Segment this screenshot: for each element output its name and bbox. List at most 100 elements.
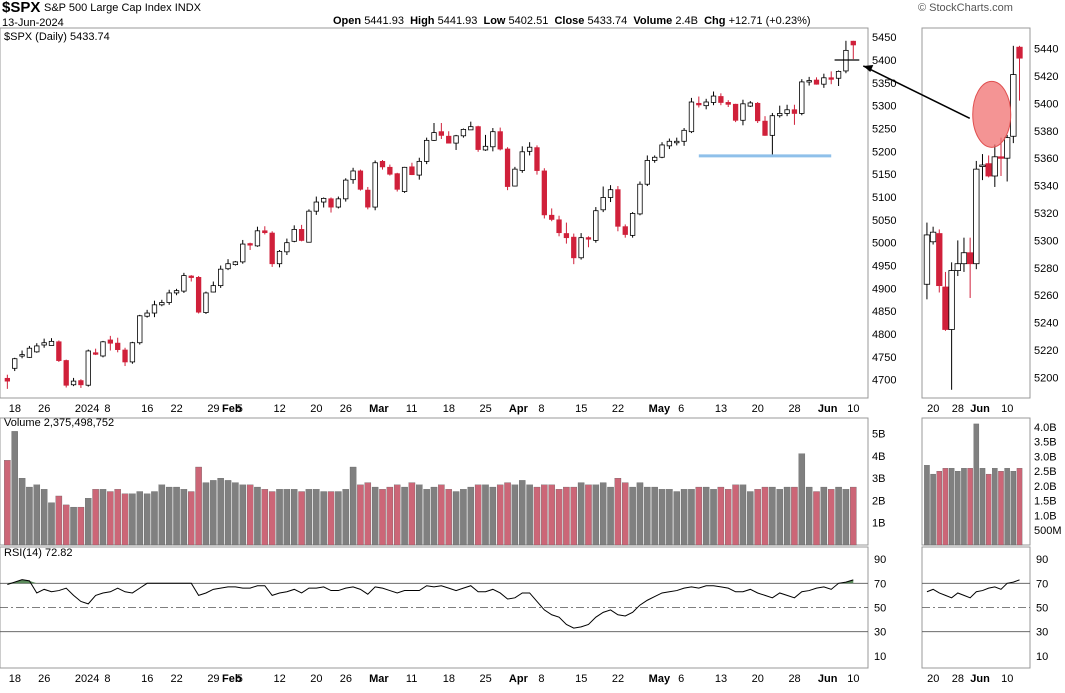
volume-bar <box>548 484 555 546</box>
price-candle-body <box>144 312 150 317</box>
zoom-price-tick-label: 5220 <box>1034 345 1058 357</box>
price-candle-body <box>276 250 283 265</box>
price-x-tick-label: 16 <box>141 403 153 415</box>
price-candle-body <box>254 230 261 247</box>
rsi-x-tick-label: 18 <box>443 673 455 685</box>
price-candle-body <box>637 183 643 215</box>
volume-bar <box>416 484 423 546</box>
price-candle-body <box>556 219 562 234</box>
price-candle-body <box>784 109 790 114</box>
volume-bar <box>747 491 754 546</box>
price-candle-body <box>26 347 33 358</box>
symbol: $SPX <box>2 0 41 16</box>
price-candle-body <box>173 290 180 294</box>
price-candle-body <box>225 263 231 270</box>
price-candle-body <box>357 170 364 190</box>
zoom-price-tick-label: 5420 <box>1034 71 1058 83</box>
zoom-volume-tick-label: 1.0B <box>1034 510 1057 522</box>
price-x-tick-label: 8 <box>104 403 110 415</box>
price-x-tick-label: Apr <box>509 403 529 415</box>
volume-bar <box>254 486 261 546</box>
price-candle-body <box>56 341 62 361</box>
price-candle-body <box>659 144 665 158</box>
zoom-volume-bar <box>936 471 943 546</box>
price-x-tick-label: 5 <box>237 403 243 415</box>
high-value: 5441.93 <box>437 15 478 27</box>
volume-bar <box>393 484 401 546</box>
volume-bar <box>526 484 533 546</box>
zoom-candle-body <box>997 156 1005 159</box>
volume-bar <box>349 466 357 546</box>
panel-frame-0 <box>0 27 869 399</box>
volume-bar <box>276 489 283 546</box>
price-candle-body <box>563 233 570 239</box>
zoom-volume-bar <box>1016 468 1023 546</box>
price-candle-body <box>107 339 113 344</box>
zoom-candle-body <box>942 286 949 330</box>
rsi-x-tick-label: 6 <box>678 673 684 685</box>
volume-bar <box>408 482 416 546</box>
price-candle-body <box>549 214 555 220</box>
price-x-tick-label: 13 <box>715 403 727 415</box>
price-candle-body <box>423 139 430 162</box>
price-candle-body <box>526 146 533 152</box>
volume-bar <box>827 489 835 546</box>
price-x-tick-label: 12 <box>274 403 286 415</box>
volume-bar <box>555 489 563 546</box>
zoom-candle-body <box>973 168 980 265</box>
zoom-volume-bar <box>985 473 992 546</box>
zoom-x-tick-label: 20 <box>927 403 939 415</box>
volume-label: Volume <box>633 15 673 27</box>
price-candle-body <box>806 80 812 83</box>
zoom-price-tick-label: 5380 <box>1034 126 1058 138</box>
price-x-tick-label: 10 <box>847 403 859 415</box>
price-candle-body <box>78 380 84 386</box>
price-candle-body <box>769 115 776 136</box>
volume-bar <box>261 489 269 546</box>
price-candle-body <box>240 243 246 263</box>
rsi-x-tick-label: Feb <box>222 673 242 685</box>
zoom-volume-bar <box>930 473 936 546</box>
rsi-x-tick-label: 28 <box>788 673 800 685</box>
rsi-x-tick-label: 11 <box>406 673 417 685</box>
zoom-candle-body <box>960 252 968 265</box>
volume-bar <box>688 489 695 546</box>
zoom-price-tick-label: 5260 <box>1034 290 1058 302</box>
price-candle-body <box>541 170 547 216</box>
zoom-volume-bar <box>967 468 973 546</box>
zoom-candle-body <box>923 234 931 285</box>
volume-bar <box>702 486 710 546</box>
rsi-x-tick-label: Jun <box>818 673 838 685</box>
price-candle-body <box>115 342 121 350</box>
volume-bar <box>283 489 291 546</box>
zoom-volume-bar <box>942 468 949 546</box>
volume-bar <box>614 478 622 546</box>
zoom-volume-tick-label: 2.5B <box>1034 466 1057 478</box>
price-candle-body <box>4 377 11 382</box>
volume-bar <box>114 489 121 546</box>
price-x-tick-label: 20 <box>310 403 322 415</box>
rsi-line <box>7 579 854 629</box>
price-candle-body <box>284 242 290 253</box>
volume-bar <box>585 484 592 546</box>
zoom-volume-bar <box>1004 468 1010 546</box>
price-x-tick-label: 20 <box>752 403 764 415</box>
price-x-tick-label: 18 <box>9 403 21 415</box>
price-candle-body <box>313 201 319 212</box>
zoom-price-tick-label: 5240 <box>1034 318 1058 330</box>
zoom-volume-bar <box>979 468 986 546</box>
price-candle-body <box>431 132 437 141</box>
rsi-x-tick-label: 26 <box>340 673 352 685</box>
rsi-x-tick-label: 10 <box>847 673 859 685</box>
price-candle-body <box>490 131 496 148</box>
price-x-tick-label: 11 <box>406 403 417 415</box>
rsi-overbought-fill <box>7 579 854 584</box>
volume-bar <box>489 486 497 546</box>
volume-bar <box>504 482 511 546</box>
price-candle-body <box>755 102 761 122</box>
price-candle-body <box>92 352 99 355</box>
zoom-rsi-x-tick-label: 10 <box>1001 673 1013 685</box>
rsi-panel-title: RSI(14) 72.82 <box>4 547 72 559</box>
rsi-x-tick-label: 15 <box>575 673 587 685</box>
zoom-candle-body <box>954 263 961 271</box>
